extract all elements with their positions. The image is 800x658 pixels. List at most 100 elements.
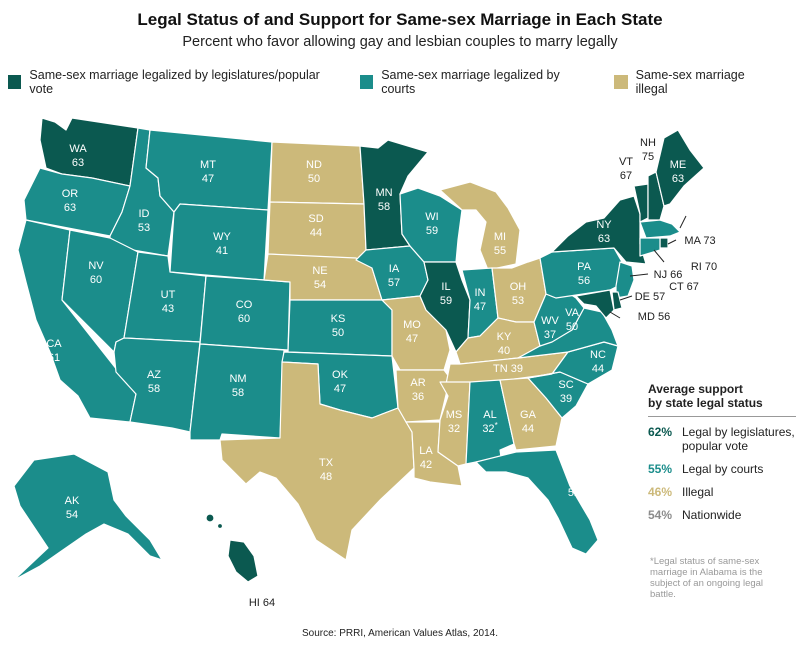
state-label-IN: IN 47 xyxy=(474,287,486,313)
state-label-MI: MI 55 xyxy=(494,231,506,257)
state-label-WY: WY 41 xyxy=(213,231,231,257)
state-MT[interactable] xyxy=(145,129,273,213)
average-support-panel: Average support by state legal status 62… xyxy=(648,382,796,531)
state-label-LA: LA 42 xyxy=(419,445,433,471)
state-HI-island[interactable] xyxy=(216,522,224,530)
average-label-legislature: Legal by legislatures, popular vote xyxy=(682,425,795,453)
average-label-nationwide: Nationwide xyxy=(682,508,742,522)
state-label-AZ: AZ 58 xyxy=(147,369,161,395)
state-label-SC: SC 39 xyxy=(558,379,573,405)
average-row-illegal: 46% Illegal xyxy=(648,485,796,499)
state-label-MN: MN 58 xyxy=(375,187,392,213)
state-label-MT: MT 47 xyxy=(200,159,216,185)
state-label-CA: CA 61 xyxy=(46,338,62,364)
state-label-UT: UT 43 xyxy=(161,289,176,315)
state-label-NC: NC 44 xyxy=(590,349,606,375)
legend-item-legislature: Same-sex marriage legalized by legislatu… xyxy=(8,68,334,96)
alabama-footnote: *Legal status of same-sex marriage in Al… xyxy=(650,556,764,600)
state-HI-island[interactable] xyxy=(205,513,215,523)
state-label-KS: KS 50 xyxy=(331,313,346,339)
state-label-SD: SD 44 xyxy=(308,213,323,239)
state-label-VA: VA 50 xyxy=(565,307,580,333)
source-note: Source: PRRI, American Values Atlas, 201… xyxy=(301,628,499,639)
average-pct-legislature: 62% xyxy=(648,425,673,439)
legend-swatch-courts xyxy=(359,75,374,89)
average-support-heading: Average support by state legal status xyxy=(648,382,796,417)
state-HI[interactable] xyxy=(227,539,259,583)
label-leaders xyxy=(609,215,687,319)
state-label-OH: OH 53 xyxy=(510,281,527,307)
average-pct-illegal: 46% xyxy=(648,485,673,499)
state-WI[interactable] xyxy=(399,187,463,263)
state-label-IL: IL 59 xyxy=(440,281,452,307)
legend-swatch-legislature xyxy=(8,75,22,89)
state-RI[interactable] xyxy=(659,237,669,249)
state-label-NM: NM 58 xyxy=(229,373,246,399)
state-FL[interactable] xyxy=(475,449,599,555)
legend-label-legislature: Same-sex marriage legalized by legislatu… xyxy=(29,68,320,96)
state-label-OR: OR 63 xyxy=(62,188,79,214)
average-heading-line1: Average support xyxy=(648,382,743,396)
state-label-TN: TN 39 xyxy=(493,363,523,375)
map-subtitle: Percent who favor allowing gay and lesbi… xyxy=(182,34,618,50)
state-label-PA: PA 56 xyxy=(577,261,592,287)
state-label-ID: ID 53 xyxy=(138,208,150,234)
state-NJ[interactable] xyxy=(615,261,635,299)
state-label-AR: AR 36 xyxy=(410,377,425,403)
legend-label-illegal: Same-sex marriage illegal xyxy=(635,68,745,96)
state-label-TX: TX 48 xyxy=(319,457,334,483)
average-row-legislature: 62% Legal by legislatures, popular vote xyxy=(648,425,796,453)
state-label-WI: WI 59 xyxy=(425,211,438,237)
state-NY[interactable] xyxy=(551,195,647,265)
state-label-DE: DE 57 xyxy=(635,291,666,303)
legend: Same-sex marriage legalized by legislatu… xyxy=(8,68,800,96)
state-label-AK: AK 54 xyxy=(65,495,80,521)
legend-swatch-illegal xyxy=(614,75,628,89)
state-NH[interactable] xyxy=(647,171,665,221)
state-label-ND: ND 50 xyxy=(306,159,322,185)
state-label-VT: VT 67 xyxy=(619,156,633,182)
average-row-courts: 55% Legal by courts xyxy=(648,462,796,476)
state-ME[interactable] xyxy=(655,129,705,207)
state-label-MS: MS 32 xyxy=(446,409,463,435)
state-label-KY: KY 40 xyxy=(497,331,512,357)
state-label-NY: NY 63 xyxy=(596,219,612,245)
state-label-AL: AL 32* xyxy=(482,409,497,435)
state-label-ME: ME 63 xyxy=(670,159,687,185)
average-heading-line2: by state legal status xyxy=(648,396,763,410)
state-label-IA: IA 57 xyxy=(388,263,400,289)
state-label-WA: WA 63 xyxy=(69,143,87,169)
state-label-NV: NV 60 xyxy=(88,260,104,286)
state-label-MD: MD 56 xyxy=(638,311,670,323)
state-MD[interactable] xyxy=(575,289,615,319)
state-label-WV: WV 37 xyxy=(541,315,559,341)
average-pct-courts: 55% xyxy=(648,462,673,476)
average-row-nationwide: 54% Nationwide xyxy=(648,508,796,522)
state-label-MA: MA 73 xyxy=(684,235,715,247)
state-label-OK: OK 47 xyxy=(332,369,349,395)
state-AK[interactable] xyxy=(13,453,163,581)
state-label-CT: CT 67 xyxy=(669,281,699,293)
state-MA[interactable] xyxy=(639,219,681,239)
average-pct-nationwide: 54% xyxy=(648,508,673,522)
state-VT[interactable] xyxy=(633,183,649,223)
state-label-HI: HI 64 xyxy=(249,597,275,609)
state-WY[interactable] xyxy=(169,203,269,281)
state-label-RI: RI 70 xyxy=(691,261,717,273)
legend-item-courts: Same-sex marriage legalized by courts xyxy=(359,68,588,96)
state-label-FL: FL 52 xyxy=(568,473,581,499)
legend-item-illegal: Same-sex marriage illegal xyxy=(614,68,774,96)
state-MI[interactable] xyxy=(439,181,521,271)
average-label-courts: Legal by courts xyxy=(682,462,764,476)
average-label-illegal: Illegal xyxy=(682,485,714,499)
legend-label-courts: Same-sex marriage legalized by courts xyxy=(381,68,560,96)
state-label-MO: MO 47 xyxy=(403,319,421,345)
state-label-NH: NH 75 xyxy=(640,137,656,163)
state-label-GA: GA 44 xyxy=(520,409,537,435)
state-label-CO: CO 60 xyxy=(236,299,253,325)
map-title: Legal Status of and Support for Same-sex… xyxy=(137,10,663,29)
state-label-NE: NE 54 xyxy=(312,265,327,291)
state-label-NJ: NJ 66 xyxy=(654,269,683,281)
state-TX[interactable] xyxy=(219,361,415,561)
